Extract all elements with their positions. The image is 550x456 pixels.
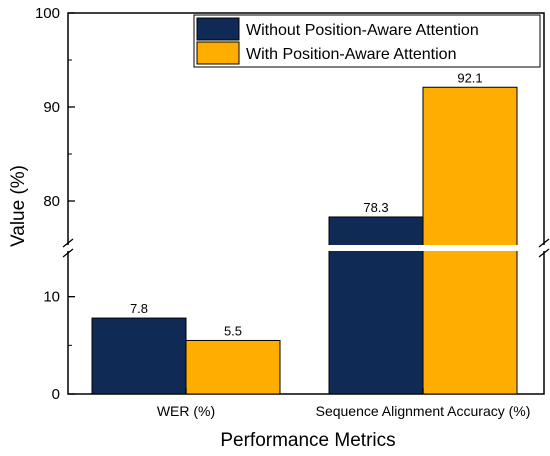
data-label: 92.1 [457, 70, 482, 85]
legend-label: Without Position-Aware Attention [246, 22, 479, 39]
bars-group [91, 86, 518, 395]
y-tick-label: 10 [43, 289, 60, 306]
x-tick-label: Sequence Alignment Accuracy (%) [316, 403, 531, 419]
y-ticks-group: 0 10 80 90 100 [35, 5, 75, 403]
y-tick-label: 0 [52, 386, 60, 403]
legend-box [193, 14, 541, 68]
break-mark [538, 238, 550, 248]
y-tick-label: 100 [35, 5, 60, 22]
data-label: 7.8 [130, 301, 148, 316]
x-axis-title: Performance Metrics [220, 430, 395, 451]
bar-with-1 [422, 86, 518, 395]
break-mark [62, 238, 74, 248]
break-mark [538, 248, 550, 258]
data-label: 78.3 [363, 200, 388, 215]
bar-without-0 [91, 317, 187, 395]
y-tick-label: 90 [43, 99, 60, 116]
legend-swatch [196, 17, 240, 41]
break-gap [62, 245, 550, 251]
bar-with-0 [185, 339, 281, 395]
y-tick-label: 80 [43, 193, 60, 210]
legend: Without Position-Aware Attention With Pos… [193, 14, 541, 68]
plot-frame [67, 12, 545, 395]
data-label: 5.5 [224, 323, 242, 338]
legend-swatch [196, 41, 240, 65]
x-ticks-group: WER (%) Sequence Alignment Accuracy (%) [157, 388, 531, 419]
bar-without-1 [328, 216, 424, 395]
axis-break [62, 238, 550, 258]
data-labels-group: 7.8 5.5 78.3 92.1 [130, 70, 483, 338]
plot-border [67, 12, 545, 395]
x-tick-label: WER (%) [157, 403, 215, 419]
break-mark [62, 248, 74, 258]
y-axis-title: Value (%) [8, 165, 29, 247]
legend-label: With Position-Aware Attention [246, 46, 456, 63]
